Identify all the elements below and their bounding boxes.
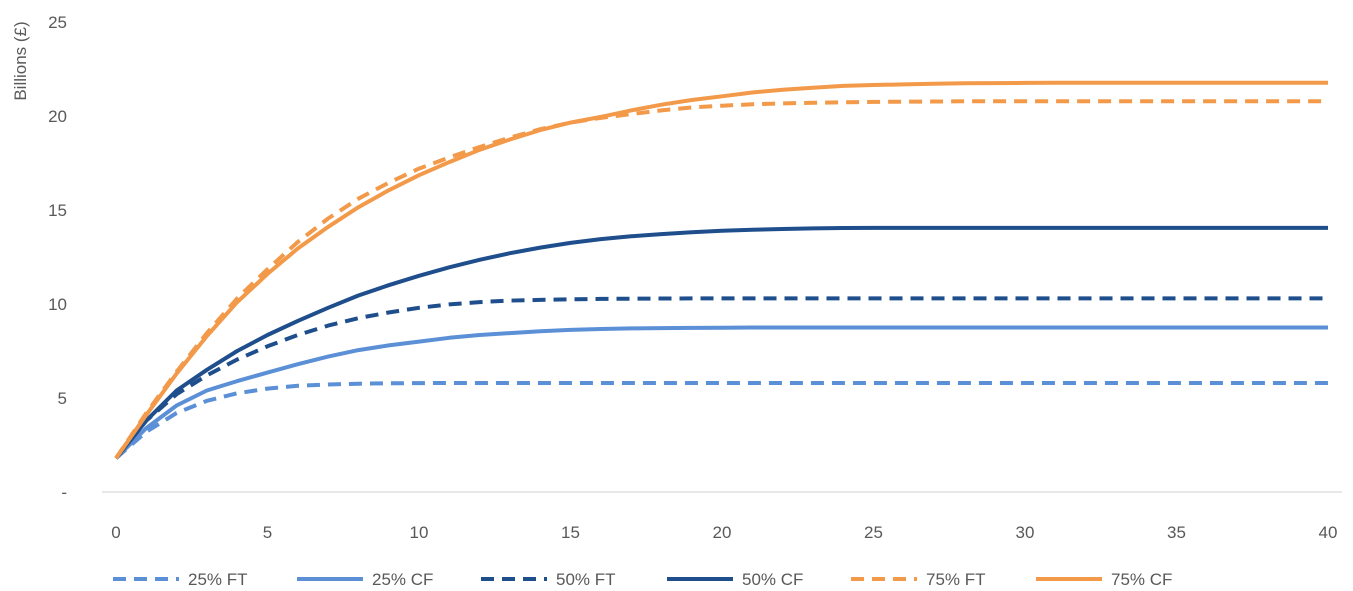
legend: 25% FT 25% CF 50% FT 50% CF 75% FT 75% CF: [113, 570, 1172, 589]
x-tick-label: 40: [1319, 523, 1338, 542]
legend-label: 75% FT: [926, 570, 986, 589]
y-tick-label: 20: [48, 107, 67, 126]
series-lines: [114, 80, 1328, 460]
x-tick-label: 10: [410, 523, 429, 542]
y-tick-label: 25: [48, 13, 67, 32]
y-tick-label: 10: [48, 295, 67, 314]
x-tick-label: 5: [263, 523, 272, 542]
x-tick-labels: 0 5 10 15 20 25 30 35 40: [111, 523, 1337, 542]
legend-label: 25% FT: [188, 570, 248, 589]
y-tick-label: 5: [58, 389, 67, 408]
y-axis-title: Billions (£): [11, 21, 30, 100]
x-tick-label: 0: [111, 523, 120, 542]
y-tick-label: 15: [48, 201, 67, 220]
y-axis-title-group: Billions (£): [11, 21, 30, 100]
y-tick-labels: - 5 10 15 20 25: [48, 13, 67, 502]
series-line: [114, 296, 1328, 460]
series-line: [114, 80, 1328, 460]
legend-label: 75% CF: [1111, 570, 1172, 589]
x-tick-label: 35: [1167, 523, 1186, 542]
legend-label: 25% CF: [372, 570, 433, 589]
x-tick-label: 30: [1016, 523, 1035, 542]
series-line: [114, 381, 1328, 460]
x-tick-label: 20: [713, 523, 732, 542]
series-line: [114, 99, 1328, 460]
legend-label: 50% CF: [742, 570, 803, 589]
y-tick-label: -: [61, 483, 67, 502]
x-tick-label: 15: [561, 523, 580, 542]
series-line: [114, 225, 1328, 460]
series-line: [114, 325, 1328, 460]
x-tick-label: 25: [864, 523, 883, 542]
legend-label: 50% FT: [556, 570, 616, 589]
